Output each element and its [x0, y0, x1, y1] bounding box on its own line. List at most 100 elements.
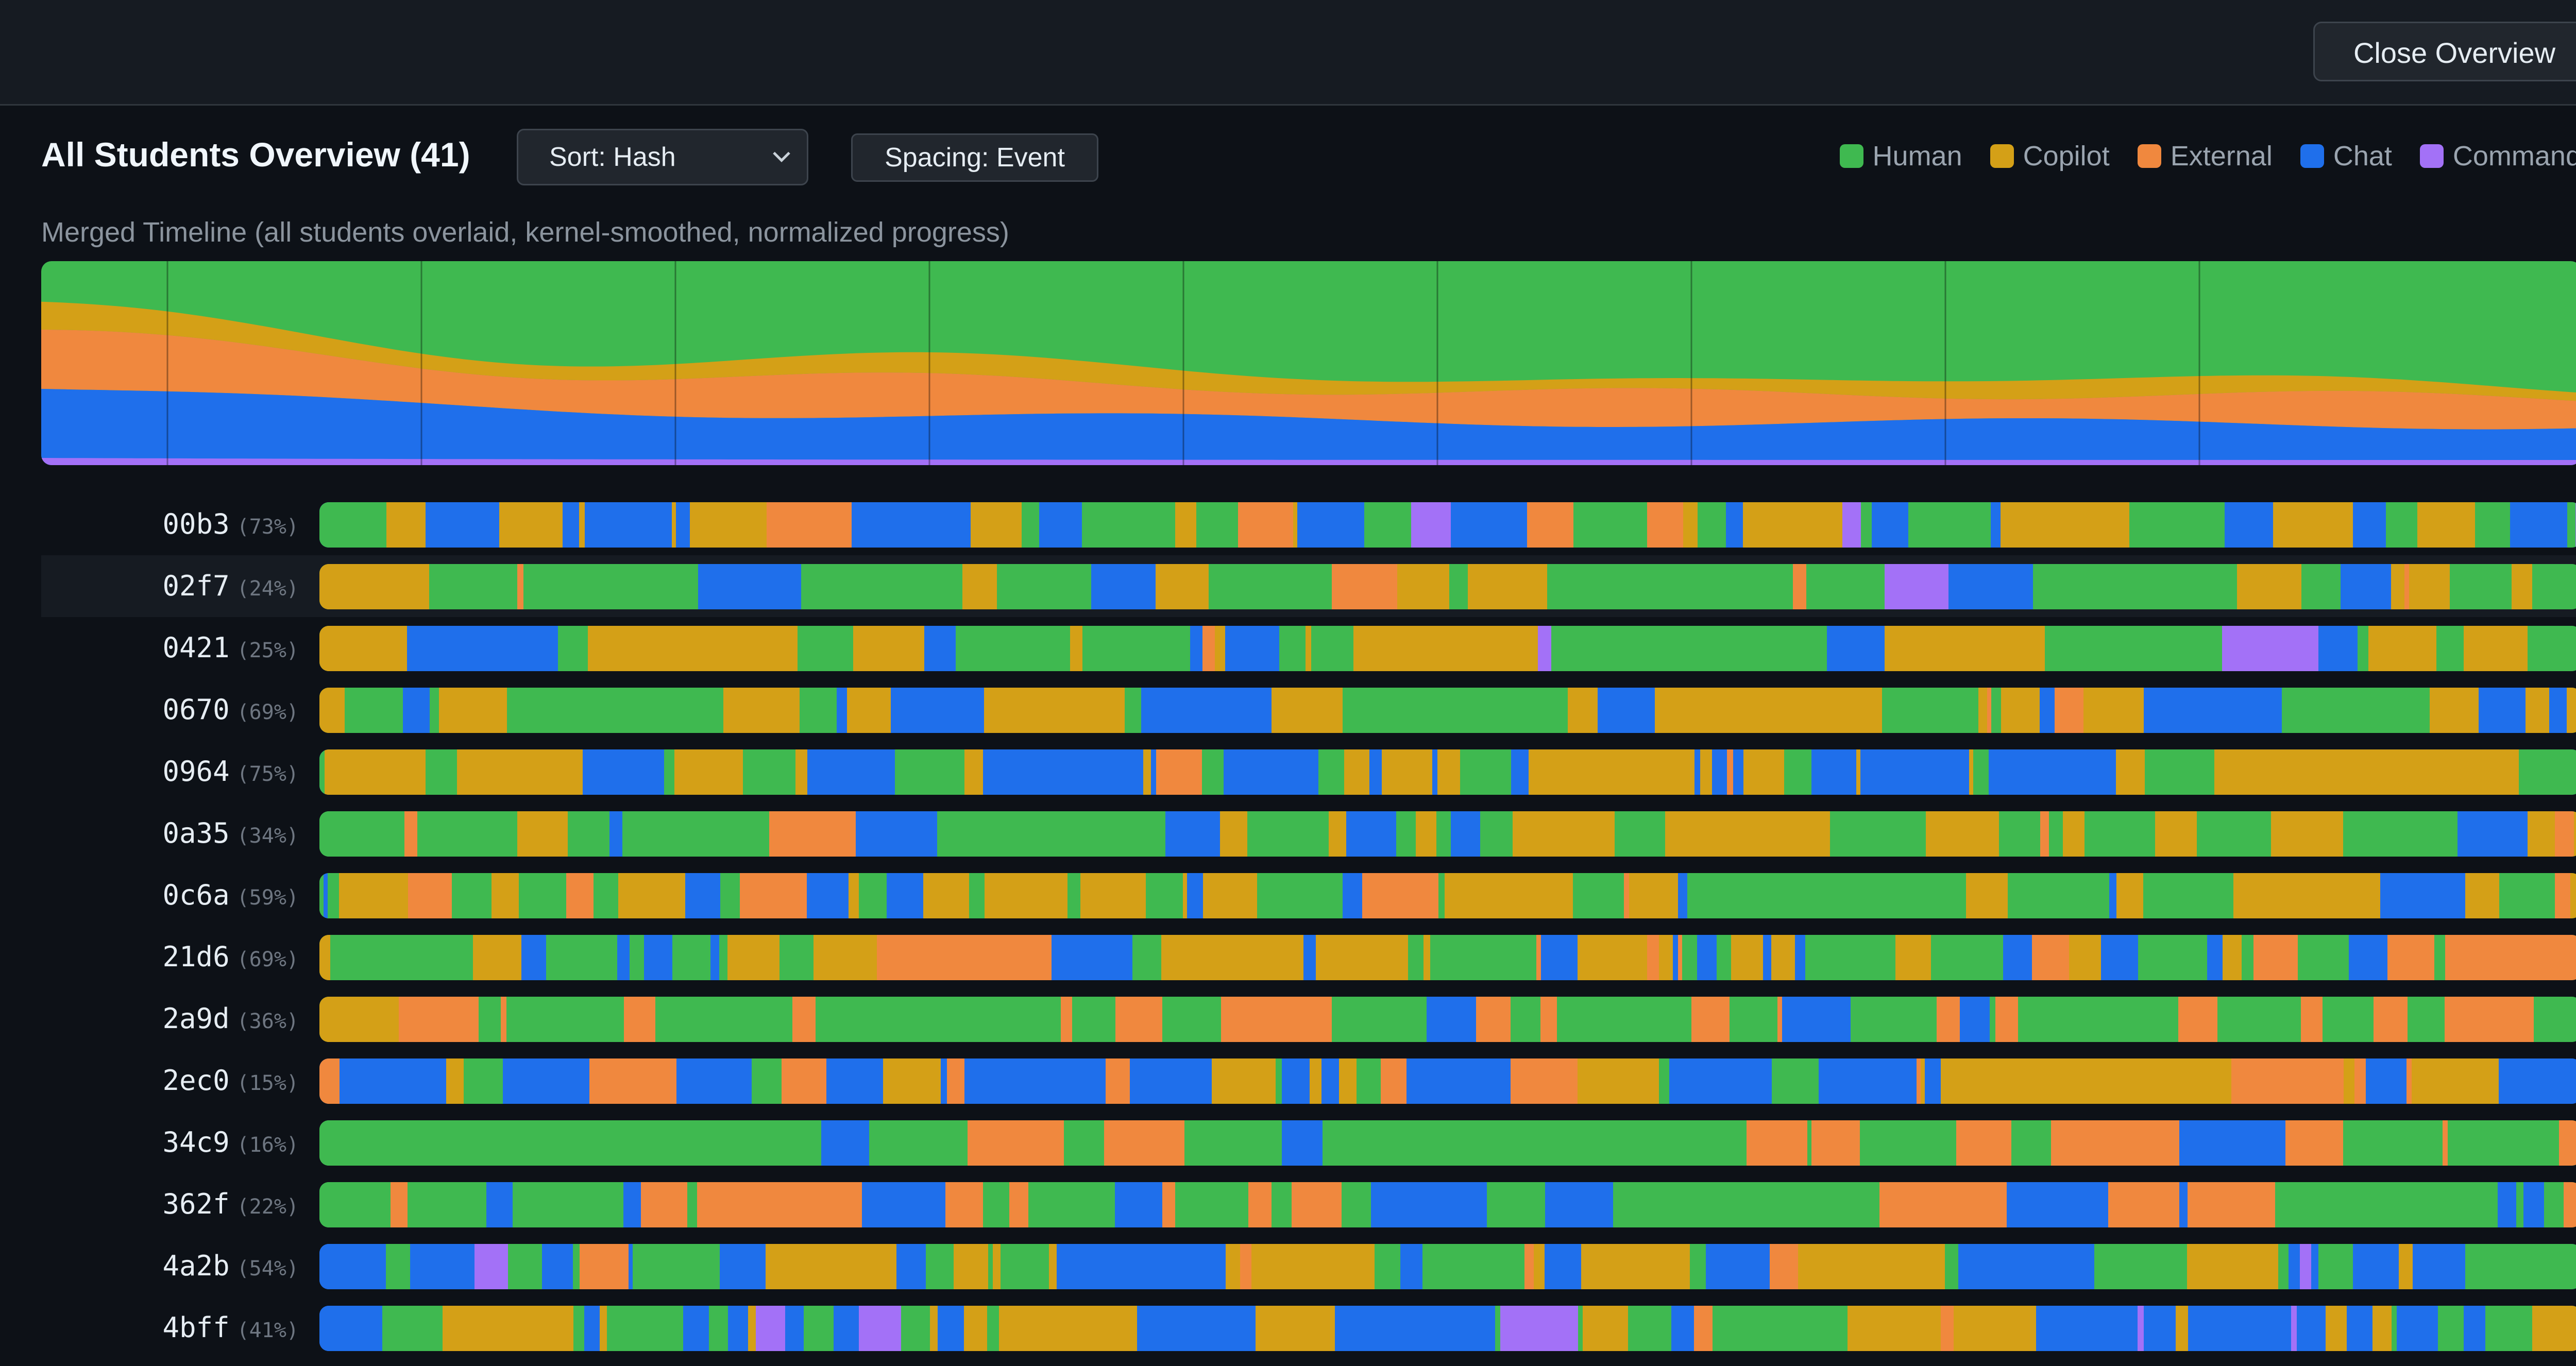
student-row[interactable]: 0c6a (59%) [41, 864, 2576, 926]
segment-copilot [339, 873, 409, 918]
segment-chat [324, 873, 328, 918]
segment-human [1793, 1182, 1812, 1227]
student-row[interactable]: 0421 (25%) [41, 617, 2576, 679]
student-row[interactable]: 2a9d (36%) [41, 988, 2576, 1050]
student-timeline-bar[interactable] [319, 749, 2576, 795]
segment-copilot [723, 688, 800, 733]
student-timeline-bar[interactable] [319, 1058, 2576, 1104]
segment-chat [503, 1058, 546, 1104]
segment-human [2406, 502, 2418, 548]
segment-chat [1297, 502, 1365, 548]
segment-external [1770, 1244, 1799, 1289]
student-timeline-bar[interactable] [319, 502, 2576, 548]
segment-copilot [2465, 873, 2500, 918]
merged-area-chat [41, 389, 2576, 465]
segment-external [419, 997, 479, 1042]
segment-chat [563, 502, 580, 548]
student-row[interactable]: 00b3 (73%) [41, 493, 2576, 555]
segment-copilot [2336, 873, 2381, 918]
segment-human [2011, 1120, 2037, 1166]
segment-human [1012, 564, 1088, 609]
student-row[interactable]: 4a2b (54%) [41, 1235, 2576, 1297]
segment-external [1511, 1058, 1574, 1104]
student-timeline-bar[interactable] [319, 564, 2576, 609]
student-timeline-bar[interactable] [319, 688, 2576, 733]
segment-copilot [319, 997, 399, 1042]
segment-copilot [2574, 811, 2576, 857]
segment-chat [1224, 749, 1287, 795]
student-timeline-bar[interactable] [319, 935, 2576, 980]
student-row[interactable]: 362f (22%) [41, 1173, 2576, 1235]
student-row[interactable]: 34c9 (16%) [41, 1112, 2576, 1173]
segment-human [801, 564, 822, 609]
segment-copilot [517, 811, 568, 857]
legend-item-command: Command [2419, 140, 2576, 172]
segment-human [2138, 935, 2208, 980]
student-row[interactable]: 02f7 (24%) [41, 555, 2576, 617]
segment-human [2301, 564, 2341, 609]
student-timeline-bar[interactable] [319, 811, 2576, 857]
student-timeline-bar[interactable] [319, 997, 2576, 1042]
student-row[interactable]: 4bff (41%) [41, 1297, 2576, 1359]
segment-human [388, 1120, 401, 1166]
segment-external [501, 997, 507, 1042]
segment-copilot [1921, 1058, 1925, 1104]
segment-human [330, 935, 350, 980]
segment-human [1332, 997, 1338, 1042]
student-row[interactable]: 0670 (69%) [41, 679, 2576, 741]
segment-external [945, 1182, 984, 1227]
student-progress-percent: (75%) [236, 762, 299, 786]
segment-human [937, 811, 1059, 857]
segment-copilot [465, 749, 485, 795]
segment-external [2406, 1058, 2412, 1104]
segment-chat [1031, 1058, 1045, 1104]
segment-command [2291, 1306, 2297, 1351]
segment-human [1945, 1244, 1959, 1289]
segment-external [2055, 688, 2084, 733]
segment-copilot [1512, 626, 1538, 671]
segment-copilot [964, 749, 984, 795]
student-row[interactable]: 21d6 (69%) [41, 926, 2576, 988]
segment-chat [1400, 1244, 1423, 1289]
segment-chat [1300, 1058, 1310, 1104]
segment-chat [1466, 502, 1478, 548]
segment-copilot [1077, 688, 1091, 733]
segment-copilot [1743, 749, 1785, 795]
segment-external [877, 935, 935, 980]
segment-chat [2188, 1306, 2201, 1351]
spacing-toggle-button[interactable]: Spacing: Event [851, 133, 1098, 182]
segment-copilot [492, 873, 519, 918]
segment-external [792, 997, 816, 1042]
student-row[interactable]: 0a35 (34%) [41, 802, 2576, 864]
sort-select[interactable]: Sort: Hash [517, 129, 808, 185]
student-timeline-bar[interactable] [319, 626, 2576, 671]
timeline-segments [319, 1182, 2576, 1227]
segment-human [1504, 688, 1568, 733]
close-overview-button[interactable]: Close Overview [2313, 22, 2576, 81]
student-row[interactable]: 2ec0 (15%) [41, 1050, 2576, 1112]
segment-human [1162, 997, 1222, 1042]
segment-chat [887, 873, 924, 918]
legend-item-copilot: Copilot [1990, 140, 2110, 172]
student-timeline-bar[interactable] [319, 1182, 2576, 1227]
segment-copilot [853, 626, 925, 671]
student-timeline-bar[interactable] [319, 873, 2576, 918]
student-row[interactable]: 0964 (75%) [41, 741, 2576, 802]
segment-external [1956, 1120, 2012, 1166]
student-timeline-bar[interactable] [319, 1120, 2576, 1166]
segment-chat [785, 1306, 804, 1351]
segment-copilot [2526, 688, 2550, 733]
segment-human [1460, 749, 1512, 795]
student-timeline-bar[interactable] [319, 1306, 2576, 1351]
student-timeline-bar[interactable] [319, 1244, 2576, 1289]
segment-human [2401, 1182, 2414, 1227]
segment-chat [1763, 935, 1772, 980]
segment-copilot [505, 749, 583, 795]
segment-external [1536, 935, 1541, 980]
segment-human [333, 1120, 359, 1166]
segment-copilot [2464, 626, 2528, 671]
segment-copilot [954, 1244, 989, 1289]
segment-human [564, 1120, 577, 1166]
segment-human [2567, 502, 2576, 548]
segment-human [901, 1306, 930, 1351]
